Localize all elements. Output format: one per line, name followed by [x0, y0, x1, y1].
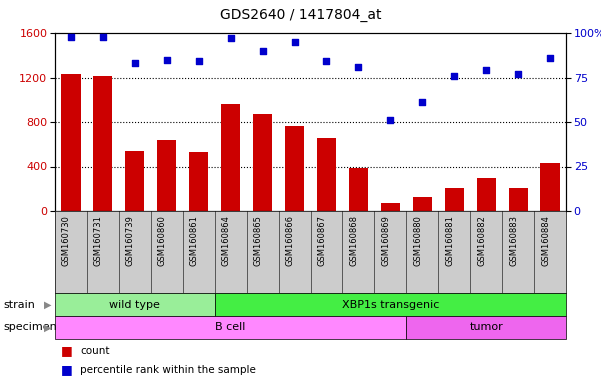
Bar [477, 178, 496, 211]
Bar [125, 151, 144, 211]
Bar [413, 197, 432, 211]
Bar [381, 203, 400, 211]
Point [194, 58, 204, 65]
Text: XBP1s transgenic: XBP1s transgenic [341, 300, 439, 310]
Bar [317, 137, 336, 211]
Point [130, 60, 139, 66]
Bar [189, 152, 209, 211]
Text: GSM160864: GSM160864 [222, 215, 231, 266]
Point [226, 35, 236, 41]
Text: B cell: B cell [216, 323, 246, 333]
Bar [221, 104, 240, 211]
Bar [61, 74, 81, 211]
Text: GSM160880: GSM160880 [413, 215, 423, 266]
Text: GSM160866: GSM160866 [285, 215, 294, 266]
Bar [349, 167, 368, 211]
Bar [406, 316, 566, 339]
Bar [157, 140, 176, 211]
Point [258, 48, 267, 54]
Point [385, 117, 395, 123]
Text: GSM160882: GSM160882 [477, 215, 486, 266]
Point [98, 33, 108, 40]
Bar [55, 293, 215, 316]
Bar [445, 188, 464, 211]
Text: GSM160861: GSM160861 [190, 215, 199, 266]
Text: GDS2640 / 1417804_at: GDS2640 / 1417804_at [220, 8, 381, 22]
Bar [215, 293, 566, 316]
Text: GSM160865: GSM160865 [254, 215, 263, 266]
Text: GSM160867: GSM160867 [317, 215, 326, 266]
Text: ▶: ▶ [44, 323, 52, 333]
Text: GSM160731: GSM160731 [94, 215, 103, 266]
Point [353, 64, 363, 70]
Point [290, 39, 299, 45]
Bar [55, 316, 406, 339]
Text: specimen: specimen [3, 323, 56, 333]
Point [418, 99, 427, 106]
Point [322, 58, 331, 65]
Text: ■: ■ [61, 344, 73, 357]
Text: strain: strain [3, 300, 35, 310]
Text: GSM160868: GSM160868 [349, 215, 358, 266]
Bar [93, 76, 112, 211]
Point [513, 71, 523, 77]
Text: GSM160739: GSM160739 [126, 215, 135, 266]
Text: GSM160884: GSM160884 [541, 215, 550, 266]
Bar [540, 163, 560, 211]
Point [545, 55, 555, 61]
Point [162, 56, 172, 63]
Text: GSM160860: GSM160860 [158, 215, 167, 266]
Text: tumor: tumor [469, 323, 503, 333]
Bar [508, 188, 528, 211]
Text: GSM160883: GSM160883 [509, 215, 518, 266]
Point [481, 67, 491, 73]
Text: GSM160869: GSM160869 [382, 215, 390, 266]
Text: GSM160730: GSM160730 [62, 215, 71, 266]
Text: count: count [81, 346, 110, 356]
Point [450, 73, 459, 79]
Text: wild type: wild type [109, 300, 160, 310]
Point [66, 33, 76, 40]
Text: GSM160881: GSM160881 [445, 215, 454, 266]
Text: ■: ■ [61, 363, 73, 376]
Bar [253, 114, 272, 211]
Text: ▶: ▶ [44, 300, 52, 310]
Text: percentile rank within the sample: percentile rank within the sample [81, 365, 256, 375]
Bar [285, 126, 304, 211]
